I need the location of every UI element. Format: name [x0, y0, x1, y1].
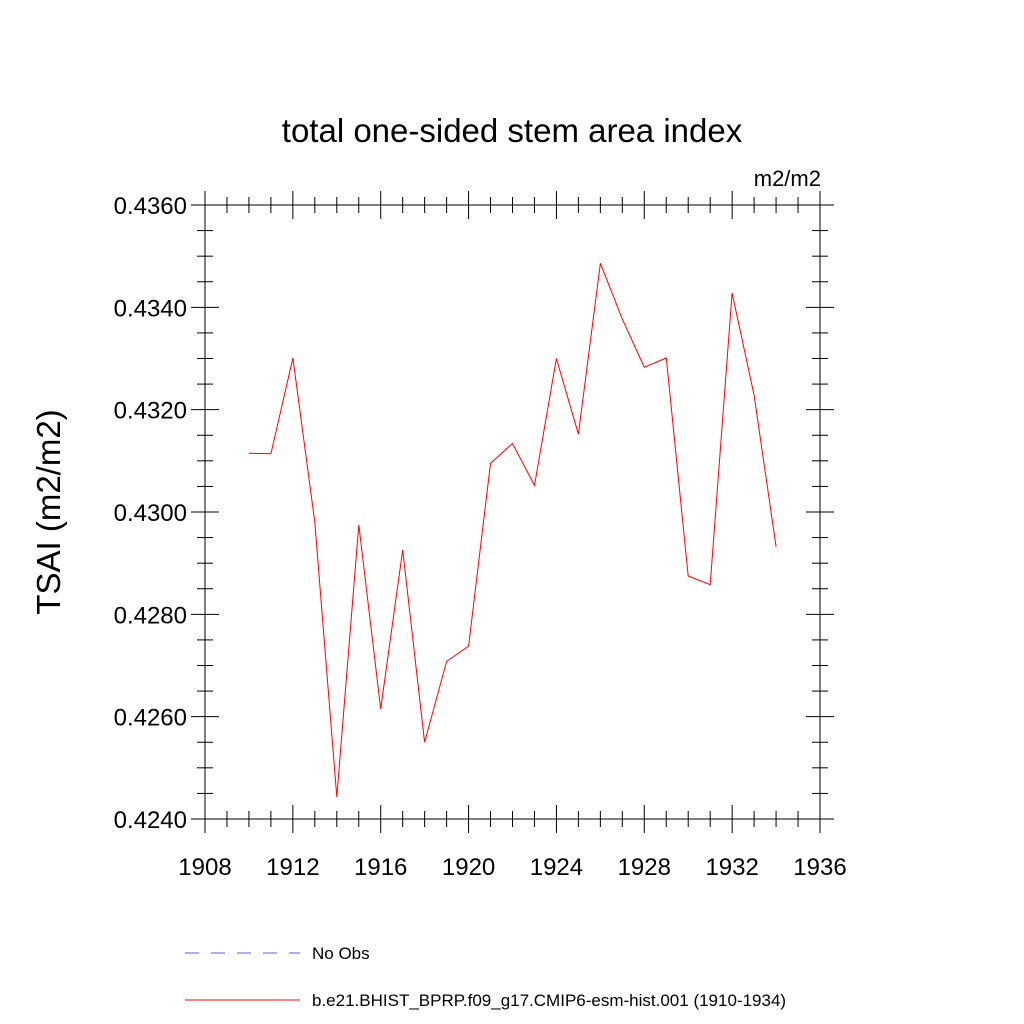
x-tick-label: 1932: [705, 854, 758, 881]
units-label: m2/m2: [754, 166, 821, 191]
chart-title: total one-sided stem area index: [282, 112, 743, 149]
legend-label-model: b.e21.BHIST_BPRP.f09_g17.CMIP6-esm-hist.…: [312, 991, 786, 1010]
x-tick-label: 1908: [178, 854, 231, 881]
x-tick-label: 1912: [266, 854, 319, 881]
y-axis-label: TSAI (m2/m2): [30, 409, 67, 614]
y-tick-label: 0.4260: [114, 705, 187, 732]
legend-label-no-obs: No Obs: [312, 944, 370, 963]
legend: No Obs b.e21.BHIST_BPRP.f09_g17.CMIP6-es…: [185, 944, 786, 1010]
x-tick-label: 1924: [530, 854, 583, 881]
x-tick-label: 1920: [442, 854, 495, 881]
series-line: [248, 263, 777, 798]
y-tick-label: 0.4340: [114, 295, 187, 322]
x-tick-label: 1936: [793, 854, 846, 881]
series-group: [248, 263, 777, 798]
y-tick-label: 0.4360: [114, 193, 187, 220]
y-tick-label: 0.4300: [114, 500, 187, 527]
y-tick-label: 0.4280: [114, 602, 187, 629]
plot-frame: [204, 204, 821, 820]
y-axis-ticks: 0.4240 0.4260 0.4280 0.4300 0.4320 0.4340 0.43…: [114, 193, 834, 834]
x-tick-label: 1916: [354, 854, 407, 881]
y-tick-label: 0.4240: [114, 807, 187, 834]
x-axis-ticks: 1908 1912 1916 1920 1924 1928 1932 1936: [178, 191, 847, 881]
y-tick-label: 0.4320: [114, 398, 187, 425]
x-tick-label: 1928: [618, 854, 671, 881]
